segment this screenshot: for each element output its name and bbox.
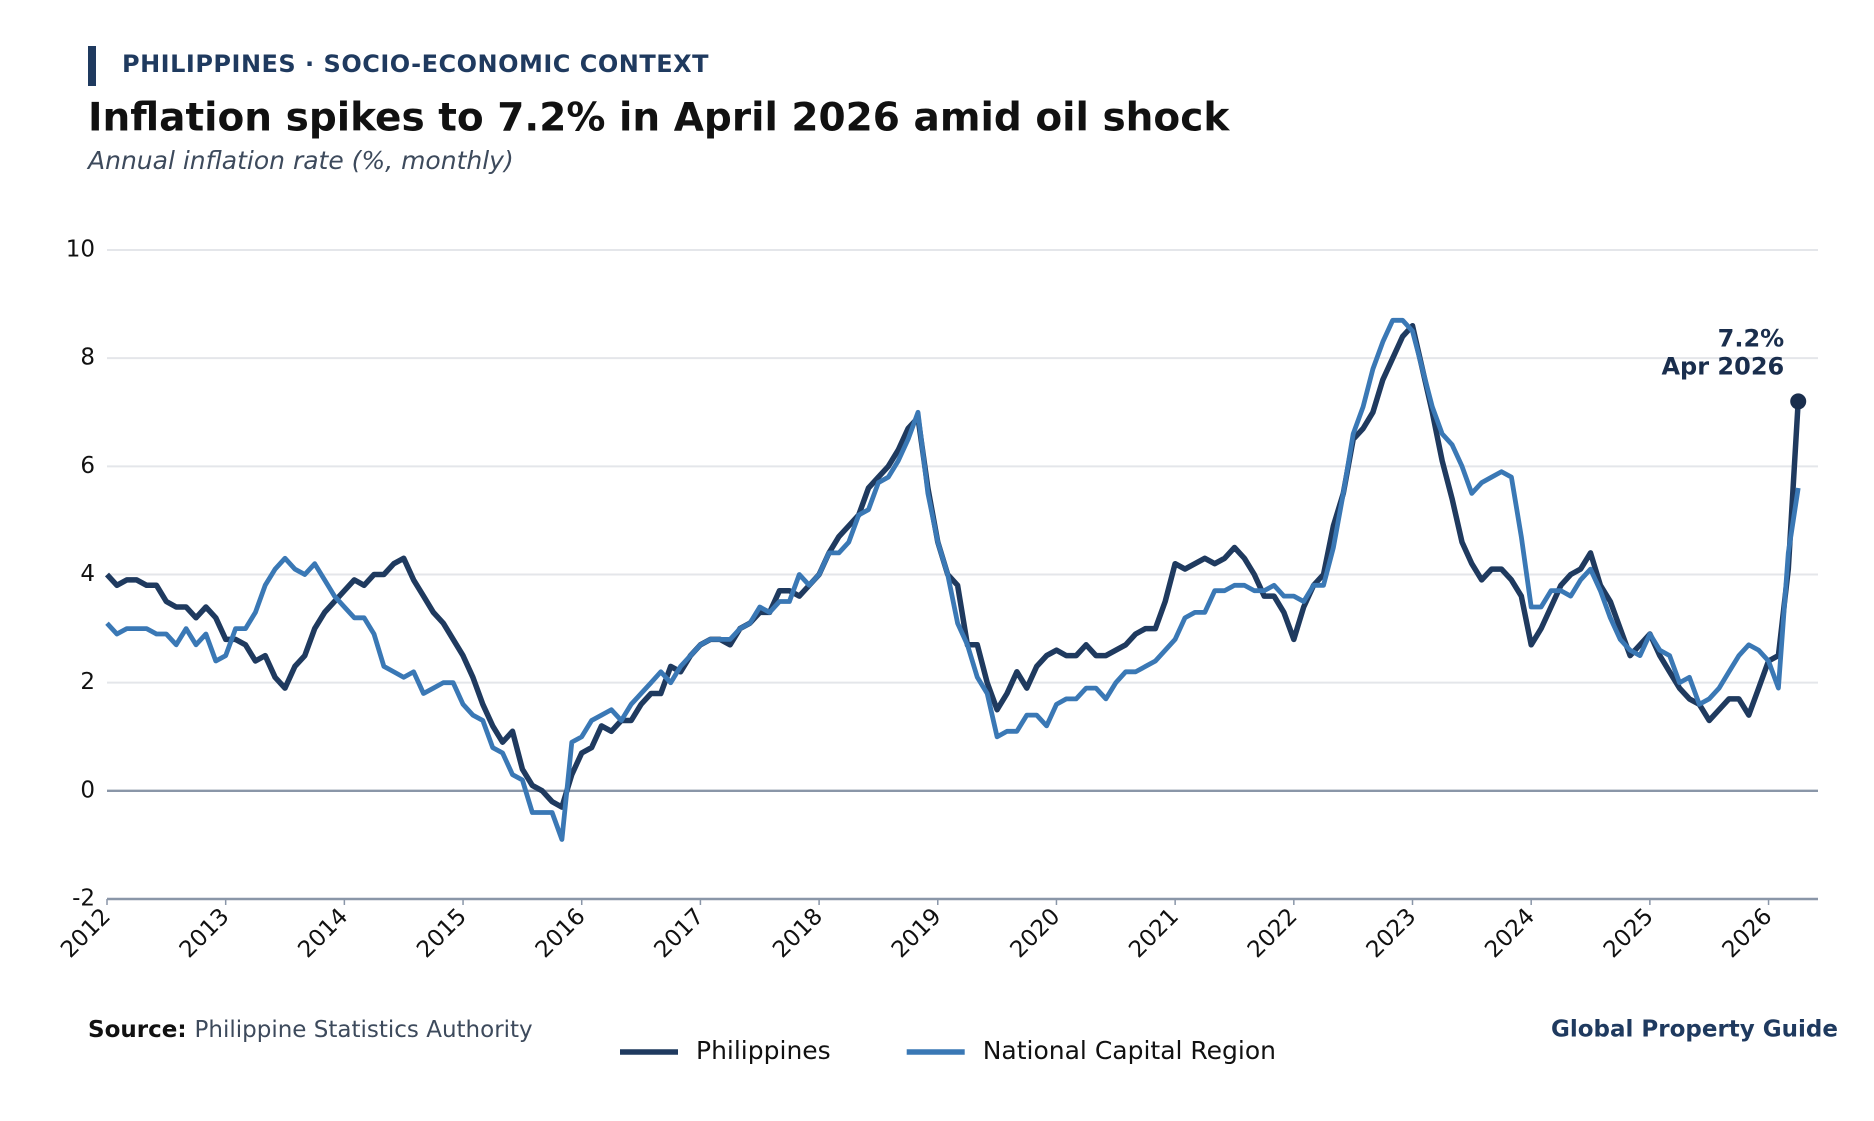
y-tick-label: 8 — [80, 345, 95, 371]
y-tick-label: 2 — [80, 669, 95, 695]
y-tick-label: 0 — [80, 777, 95, 803]
source-label: Source: — [88, 1017, 187, 1043]
y-tick-label: 10 — [66, 237, 95, 263]
source: Source: Philippine Statistics Authority — [88, 1017, 533, 1043]
latest-point — [1790, 393, 1807, 410]
legend-label: Philippines — [696, 1036, 831, 1065]
kicker: PHILIPPINES · SOCIO-ECONOMIC CONTEXT — [122, 50, 709, 78]
legend: Philippines National Capital Region — [620, 1036, 1276, 1065]
chart-subtitle: Annual inflation rate (%, monthly) — [86, 146, 514, 175]
source-name: Philippine Statistics Authority — [195, 1017, 533, 1043]
y-tick-label: -2 — [72, 886, 95, 912]
y-tick-label: 6 — [80, 453, 95, 479]
annotation-value: 7.2% — [1718, 324, 1785, 352]
series-line — [105, 317, 1801, 842]
legend-label: National Capital Region — [983, 1036, 1276, 1065]
annotation-date: Apr 2026 — [1661, 352, 1784, 380]
y-tick-label: 4 — [80, 561, 95, 587]
brand: Global Property Guide — [1551, 1017, 1838, 1043]
chart-title: Inflation spikes to 7.2% in April 2026 a… — [88, 96, 1230, 141]
series-line — [104, 322, 1801, 810]
kicker-bar — [88, 46, 96, 86]
